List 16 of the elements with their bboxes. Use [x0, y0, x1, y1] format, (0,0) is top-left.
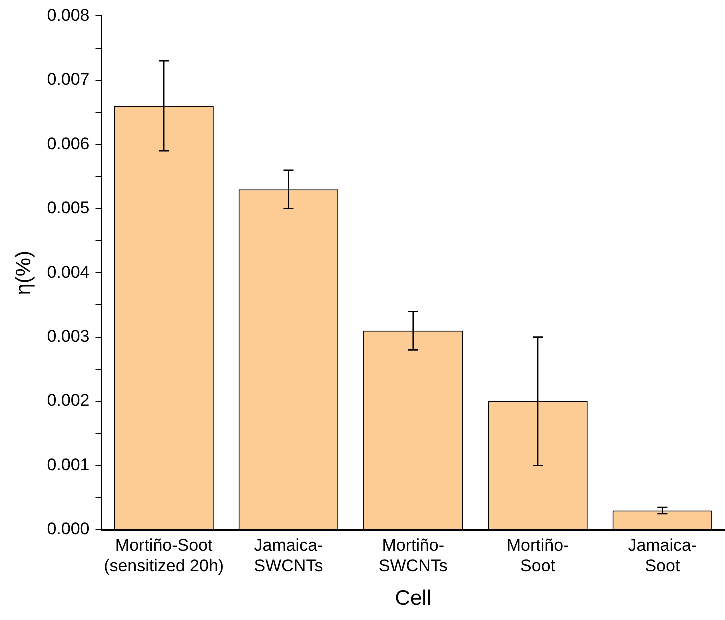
y-tick-label: 0.001: [47, 455, 90, 474]
x-tick-label: Jamaica- Soot: [628, 536, 698, 576]
x-tick-label: Jamaica- SWCNTs: [254, 536, 324, 576]
y-tick-label: 0.004: [47, 262, 90, 282]
y-tick-label: 0.008: [47, 6, 90, 25]
x-tick-label: Mortiño-Soot (sensitized 20h): [104, 536, 224, 576]
y-tick-label: 0.000: [47, 520, 90, 539]
x-axis-title: Cell: [395, 587, 432, 610]
x-tick-label: Mortiño- Soot: [506, 536, 570, 576]
x-tick-label: Mortiño- SWCNTs: [378, 536, 448, 576]
y-tick-label: 0.006: [47, 134, 90, 154]
y-tick-label: 0.005: [47, 198, 90, 218]
y-tick-label: 0.003: [47, 327, 90, 346]
y-tick-label: 0.007: [47, 70, 90, 90]
y-tick-label: 0.002: [47, 391, 90, 410]
y-axis-title: η(%): [12, 250, 36, 296]
